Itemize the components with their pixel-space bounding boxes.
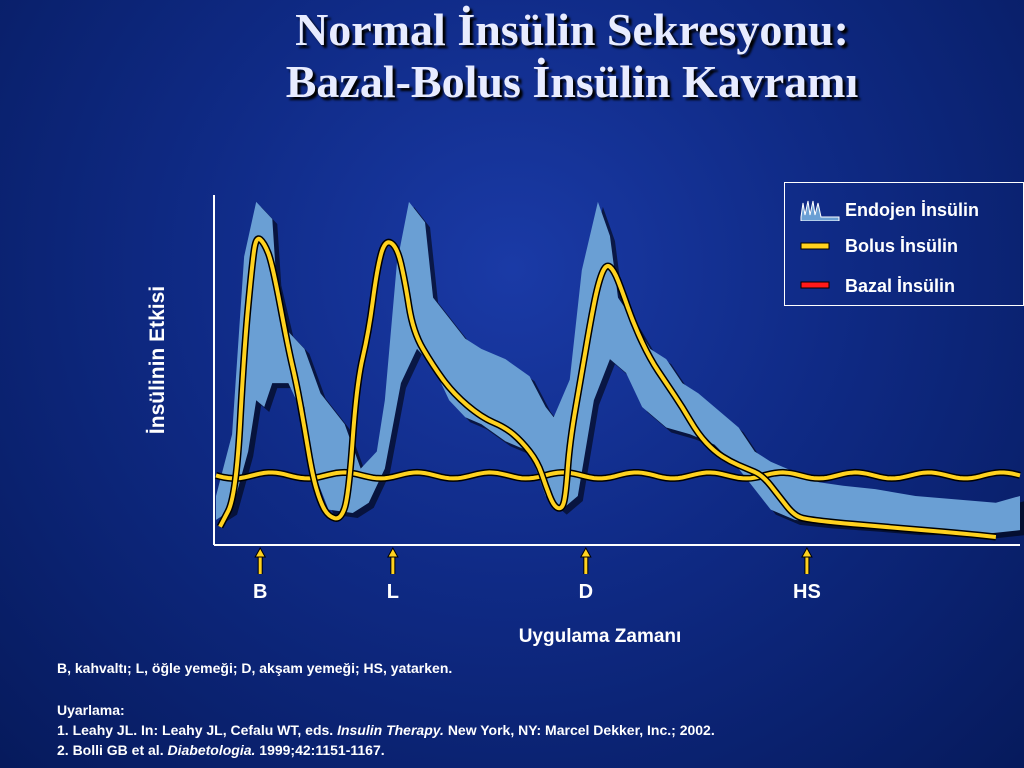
abbrev-note: B, kahvaltı; L, öğle yemeği; D, akşam ye… [57, 660, 453, 676]
marker-label-d: D [579, 581, 593, 603]
basal-swatch [800, 281, 830, 289]
chart-legend: Endojen İnsülin Bolus İnsülin Bazal İnsü… [784, 182, 1024, 306]
ref1-pre: 1. Leahy JL. In: Leahy JL, Cefalu WT, ed… [57, 722, 334, 738]
reference-2: 2. Bolli GB et al. Diabetologia. 1999;42… [57, 742, 385, 758]
title-line-1: Normal İnsülin Sekresyonu: [295, 4, 849, 55]
legend-endogenous-label: Endojen İnsülin [845, 200, 979, 220]
legend-bolus-label: Bolus İnsülin [845, 236, 959, 256]
bolus-insulin-line [218, 236, 997, 539]
marker-arrowhead-3 [801, 546, 813, 558]
y-axis-label: İnsülinin Etkisi [146, 286, 169, 434]
ref1-post: New York, NY: Marcel Dekker, Inc.; 2002. [447, 722, 715, 738]
endogenous-wave-icon [800, 200, 840, 221]
marker-arrowhead-1 [387, 546, 399, 558]
marker-label-l: L [387, 581, 399, 603]
bolus-swatch [800, 242, 830, 250]
reference-1: 1. Leahy JL. In: Leahy JL, Cefalu WT, ed… [57, 722, 715, 738]
endogenous-insulin-band [216, 201, 1020, 534]
legend-basal-label: Bazal İnsülin [845, 276, 956, 296]
x-axis-label: Uygulama Zamanı [519, 626, 682, 647]
ref-heading: Uyarlama: [57, 702, 125, 718]
marker-arrowhead-2 [579, 546, 592, 558]
ref2-post: 1999;42:1151-1167. [259, 742, 385, 758]
slide-title: Normal İnsülin Sekresyonu: Bazal-Bolus İ… [0, 0, 1024, 108]
marker-label-b: B [253, 581, 267, 603]
marker-label-hs: HS [793, 581, 821, 603]
marker-arrowhead-0 [254, 546, 267, 558]
ref2-pre: 2. Bolli GB et al. [57, 742, 164, 758]
title-line-2: Bazal-Bolus İnsülin Kavramı [285, 56, 859, 107]
ref2-title: Diabetologia. [167, 742, 256, 758]
ref1-title: Insulin Therapy. [337, 722, 444, 738]
